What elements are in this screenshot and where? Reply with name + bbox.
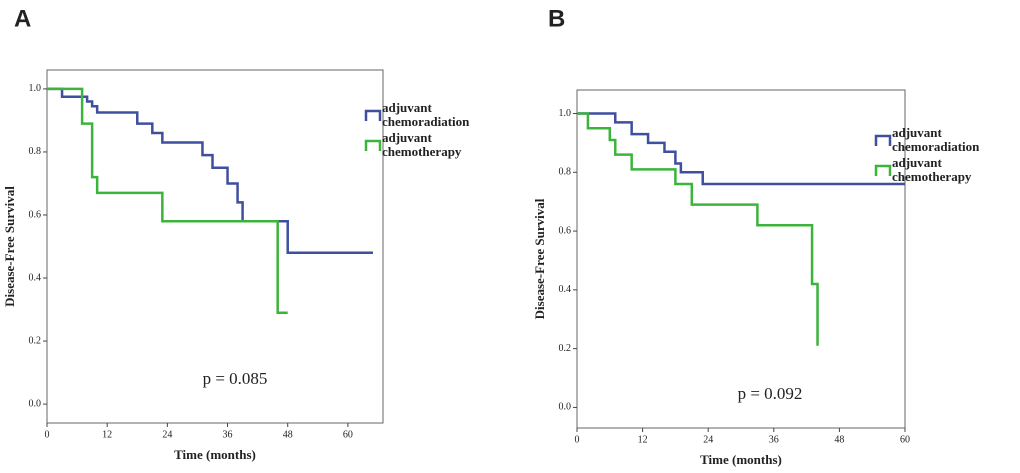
panel-label: A [14,5,31,32]
x-tick-label: 0 [45,429,50,440]
y-tick-label: 0.0 [559,402,572,413]
legend-label: adjuvant chemotherapy [892,155,972,184]
survival-curve [47,87,288,314]
legend-label: adjuvant chemoradiation [892,125,980,154]
plot-frame [46,69,384,424]
x-tick-label: 12 [102,429,112,440]
x-axis-label: Time (months) [174,447,256,462]
legend-swatch [364,109,382,121]
x-tick-label: 12 [638,434,648,445]
x-tick-label: 48 [834,434,844,445]
y-tick-label: 1.0 [559,108,572,119]
legend-swatch [874,134,892,146]
panel-label: B [548,5,565,32]
x-axis-label: Time (months) [700,452,782,467]
survival-curve [47,87,373,255]
survival-curve [577,112,905,186]
y-tick-label: 1.0 [29,83,42,94]
x-tick-label: 24 [162,429,172,440]
x-tick-label: 60 [900,434,910,445]
legend-swatch [364,139,382,151]
y-tick-label: 0.8 [29,146,42,157]
y-tick-label: 0.4 [29,272,42,283]
y-tick-label: 0.4 [559,284,572,295]
y-tick-label: 0.6 [559,225,572,236]
legend-swatch [874,164,892,176]
x-tick-label: 36 [769,434,779,445]
legend-label: adjuvant chemotherapy [382,130,462,159]
x-tick-label: 24 [703,434,713,445]
legend-label: adjuvant chemoradiation [382,100,470,129]
y-tick-label: 0.6 [29,209,42,220]
annotation: p = 0.092 [738,384,803,403]
x-tick-label: 60 [343,429,353,440]
annotation: p = 0.085 [203,369,268,388]
y-axis-label: Disease-Free Survival [2,186,17,307]
x-tick-label: 36 [223,429,233,440]
y-axis-label: Disease-Free Survival [532,198,547,319]
plot-frame [576,89,906,429]
y-tick-label: 0.2 [29,335,42,346]
x-tick-label: 0 [575,434,580,445]
survival-curve [577,112,819,346]
x-tick-label: 48 [283,429,293,440]
y-tick-label: 0.2 [559,343,572,354]
y-tick-label: 0.8 [559,167,572,178]
y-tick-label: 0.0 [29,398,42,409]
